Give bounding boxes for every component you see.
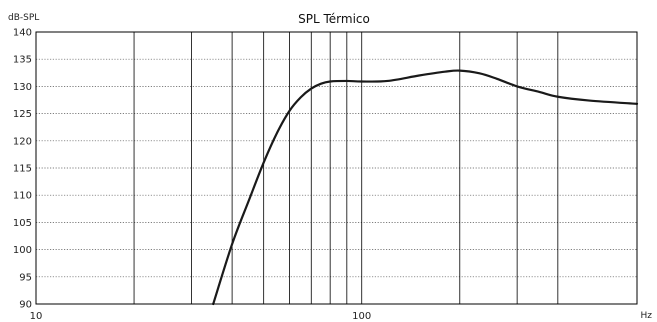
y-tick-label: 95 [19,272,32,283]
x-tick-labels: 10 100 [30,311,372,322]
x-tick-label: 100 [352,311,371,322]
data-series [212,69,639,306]
horizontal-gridlines [36,58,637,278]
y-tick-label: 110 [13,191,32,202]
y-tick-label: 140 [13,28,32,39]
x-axis-label: Hz [641,311,653,321]
x-tick-label: 10 [30,311,43,322]
spl-curve [212,69,639,306]
y-tick-label: 90 [19,300,32,311]
y-tick-label: 125 [13,109,32,120]
y-tick-label: 120 [13,136,32,147]
y-tick-label: 135 [13,55,32,66]
y-tick-label: 130 [13,82,32,93]
vertical-gridlines [133,32,559,304]
y-tick-label: 100 [13,245,32,256]
y-tick-label: 115 [13,164,32,175]
y-tick-labels: 90 95 100 105 110 115 120 125 130 135 140 [13,28,32,311]
y-tick-label: 105 [13,218,32,229]
chart-title: SPL Térmico [298,12,370,26]
plot-frame [35,31,638,305]
y-axis-label: dB-SPL [8,13,39,23]
